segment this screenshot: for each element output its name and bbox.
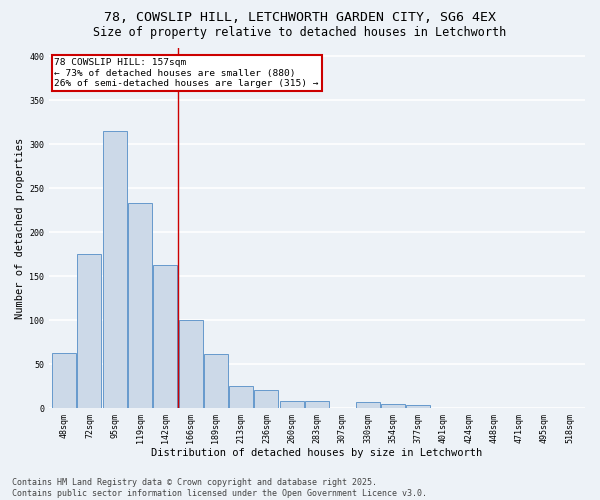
Bar xyxy=(103,131,127,408)
Bar xyxy=(280,400,304,408)
Y-axis label: Number of detached properties: Number of detached properties xyxy=(15,138,25,318)
Text: 78 COWSLIP HILL: 157sqm
← 73% of detached houses are smaller (880)
26% of semi-d: 78 COWSLIP HILL: 157sqm ← 73% of detache… xyxy=(55,58,319,88)
Text: 78, COWSLIP HILL, LETCHWORTH GARDEN CITY, SG6 4EX: 78, COWSLIP HILL, LETCHWORTH GARDEN CITY… xyxy=(104,11,496,24)
Text: Size of property relative to detached houses in Letchworth: Size of property relative to detached ho… xyxy=(94,26,506,39)
Bar xyxy=(254,390,278,408)
Bar xyxy=(381,404,405,408)
Bar xyxy=(229,386,253,408)
Bar xyxy=(128,204,152,408)
Bar xyxy=(154,265,178,408)
Bar xyxy=(356,402,380,408)
Bar xyxy=(305,400,329,408)
Text: Contains HM Land Registry data © Crown copyright and database right 2025.
Contai: Contains HM Land Registry data © Crown c… xyxy=(12,478,427,498)
Bar xyxy=(179,320,203,408)
Bar xyxy=(406,405,430,408)
Bar xyxy=(204,354,228,408)
X-axis label: Distribution of detached houses by size in Letchworth: Distribution of detached houses by size … xyxy=(151,448,482,458)
Bar xyxy=(52,353,76,408)
Bar xyxy=(77,254,101,408)
